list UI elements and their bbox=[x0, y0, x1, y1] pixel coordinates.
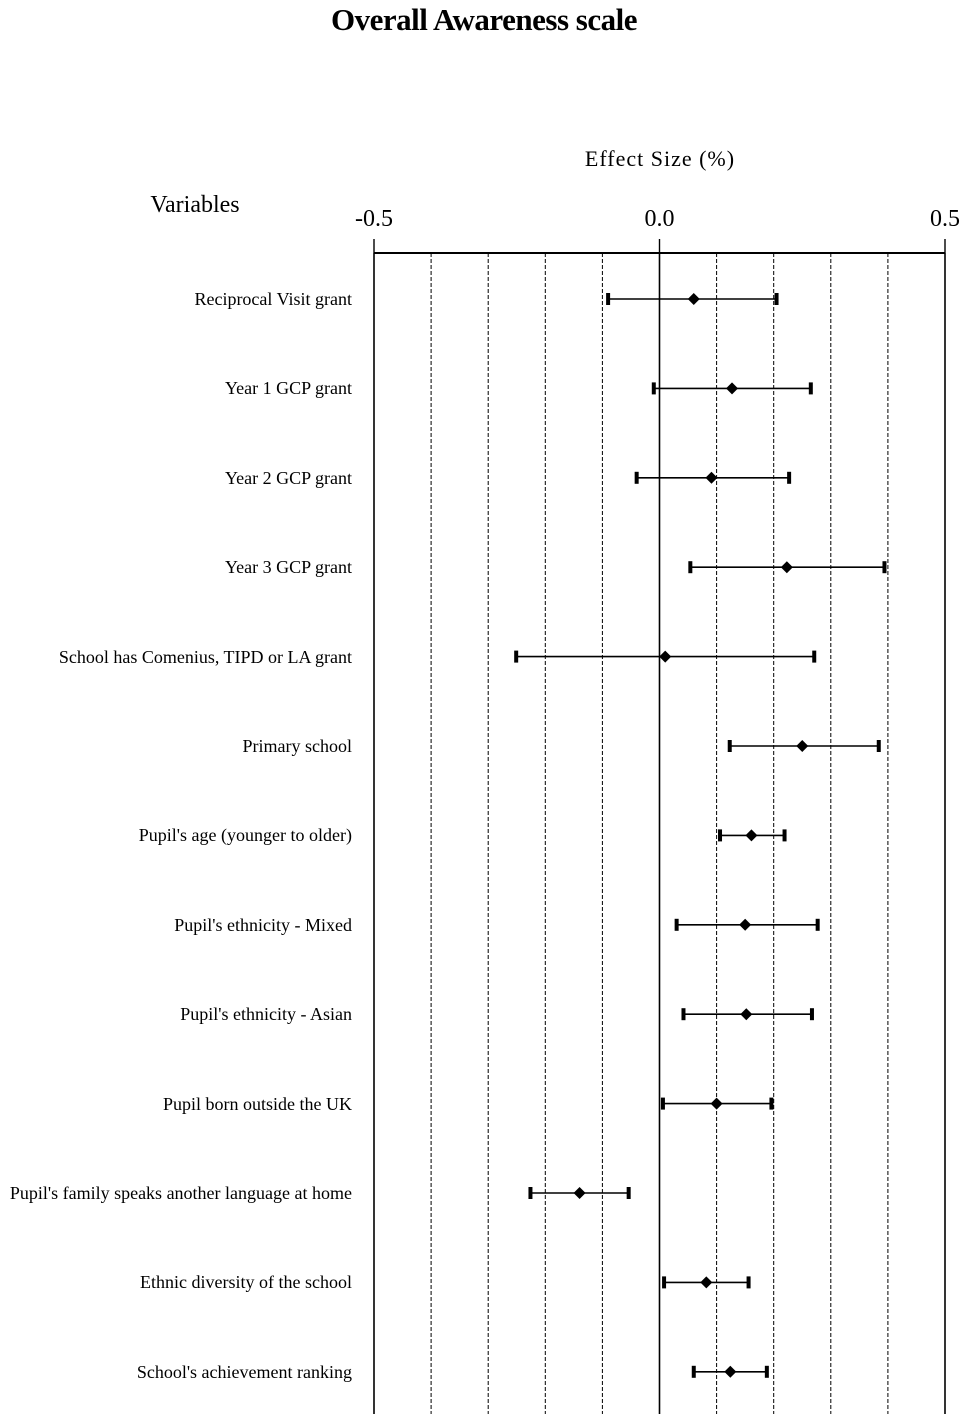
estimate-point bbox=[573, 1187, 586, 1199]
row-label: Pupil born outside the UK bbox=[163, 1093, 352, 1114]
row-label: Pupil's ethnicity - Asian bbox=[180, 1004, 352, 1025]
row-label: Year 1 GCP grant bbox=[224, 378, 352, 399]
ci-cap-high bbox=[764, 1365, 769, 1378]
x-axis-label: Effect Size (%) bbox=[584, 146, 736, 171]
row-label: Year 2 GCP grant bbox=[224, 467, 352, 488]
ci-cap-high bbox=[876, 740, 881, 752]
estimate-point bbox=[705, 471, 718, 484]
ci-cap-low bbox=[691, 1365, 696, 1378]
estimate-point bbox=[745, 829, 758, 842]
ci-cap-high bbox=[787, 471, 792, 484]
x-tick-label: 0.0 bbox=[645, 206, 675, 232]
ci-cap-low bbox=[514, 650, 519, 663]
row-label: School's achievement ranking bbox=[136, 1361, 352, 1382]
ci-cap-low bbox=[681, 1008, 686, 1021]
ci-cap-low bbox=[674, 918, 679, 931]
row-label: Primary school bbox=[242, 736, 353, 756]
estimate-point bbox=[780, 561, 793, 574]
row-label: Pupil's family speaks another language a… bbox=[9, 1183, 352, 1203]
ci-cap-low bbox=[727, 740, 732, 752]
ci-cap-high bbox=[774, 293, 779, 305]
estimate-point bbox=[739, 918, 752, 931]
ci-cap-high bbox=[808, 382, 813, 395]
row-label: Ethnic diversity of the school bbox=[140, 1272, 352, 1293]
x-tick-label: -0.5 bbox=[355, 206, 393, 232]
row-label: Pupil's ethnicity - Mixed bbox=[174, 914, 352, 935]
estimate-point bbox=[726, 382, 739, 395]
ci-cap-low bbox=[651, 382, 656, 395]
row-label: Pupil's age (younger to older) bbox=[138, 825, 352, 846]
ci-cap-high bbox=[746, 1276, 751, 1289]
ci-cap-high bbox=[812, 650, 817, 663]
ci-cap-high bbox=[782, 829, 787, 842]
x-tick-label: 0.5 bbox=[930, 206, 960, 232]
row-label: Reciprocal Visit grant bbox=[194, 289, 352, 309]
estimate-point bbox=[700, 1276, 713, 1289]
estimate-point bbox=[659, 650, 672, 663]
grid-lines bbox=[373, 253, 946, 1414]
ci-cap-low bbox=[688, 561, 693, 574]
ci-cap-low bbox=[634, 471, 639, 484]
variables-heading: Variables bbox=[150, 192, 240, 218]
x-axis: -0.5 0.0 0.5 bbox=[355, 206, 960, 254]
row-label: Year 3 GCP grant bbox=[224, 557, 352, 578]
estimate-marks bbox=[514, 293, 887, 1378]
ci-cap-low bbox=[718, 829, 723, 842]
ci-cap-high bbox=[815, 918, 820, 931]
estimate-point bbox=[740, 1008, 753, 1021]
estimate-point bbox=[687, 293, 700, 305]
ci-cap-low bbox=[662, 1276, 667, 1289]
ci-cap-low bbox=[660, 1097, 665, 1110]
ci-cap-high bbox=[626, 1187, 631, 1199]
row-label: School has Comenius, TIPD or LA grant bbox=[58, 646, 352, 667]
chart-title: Overall Awareness scale bbox=[331, 2, 637, 37]
ci-cap-high bbox=[882, 561, 887, 574]
estimate-point bbox=[796, 740, 809, 752]
ci-cap-high bbox=[769, 1097, 774, 1110]
ci-cap-high bbox=[809, 1008, 814, 1021]
estimate-point bbox=[724, 1365, 737, 1378]
estimate-point bbox=[710, 1097, 723, 1110]
ci-cap-low bbox=[606, 293, 611, 305]
ci-cap-low bbox=[528, 1187, 533, 1199]
